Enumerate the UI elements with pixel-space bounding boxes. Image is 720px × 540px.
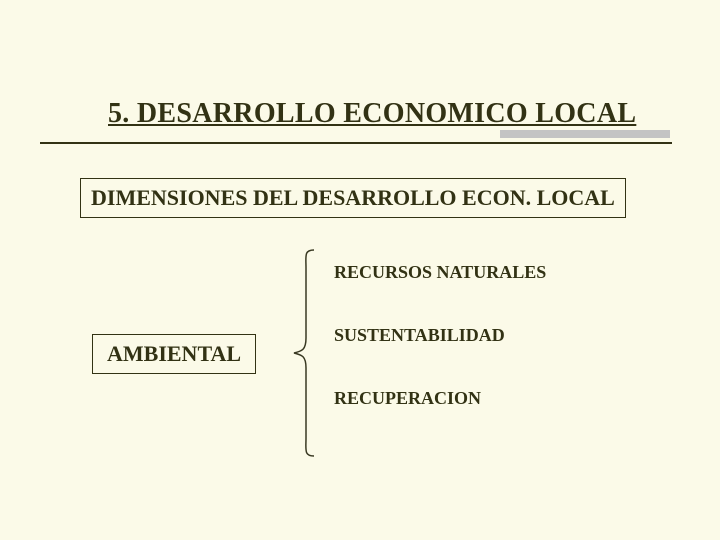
curly-brace-icon: [290, 248, 320, 458]
title-shadow: [500, 130, 670, 138]
slide: 5. DESARROLLO ECONOMICO LOCAL DIMENSIONE…: [0, 0, 720, 540]
list-item: RECURSOS NATURALES: [334, 262, 546, 283]
dimension-box: DIMENSIONES DEL DESARROLLO ECON. LOCAL: [80, 178, 626, 218]
horizontal-rule: [40, 142, 672, 144]
list-item: SUSTENTABILIDAD: [334, 325, 546, 346]
list-item: RECUPERACION: [334, 388, 546, 409]
brace-path: [294, 250, 314, 456]
category-box: AMBIENTAL: [92, 334, 256, 374]
page-title: 5. DESARROLLO ECONOMICO LOCAL: [108, 98, 678, 130]
item-list: RECURSOS NATURALES SUSTENTABILIDAD RECUP…: [334, 262, 546, 409]
title-wrap: 5. DESARROLLO ECONOMICO LOCAL: [108, 98, 678, 130]
